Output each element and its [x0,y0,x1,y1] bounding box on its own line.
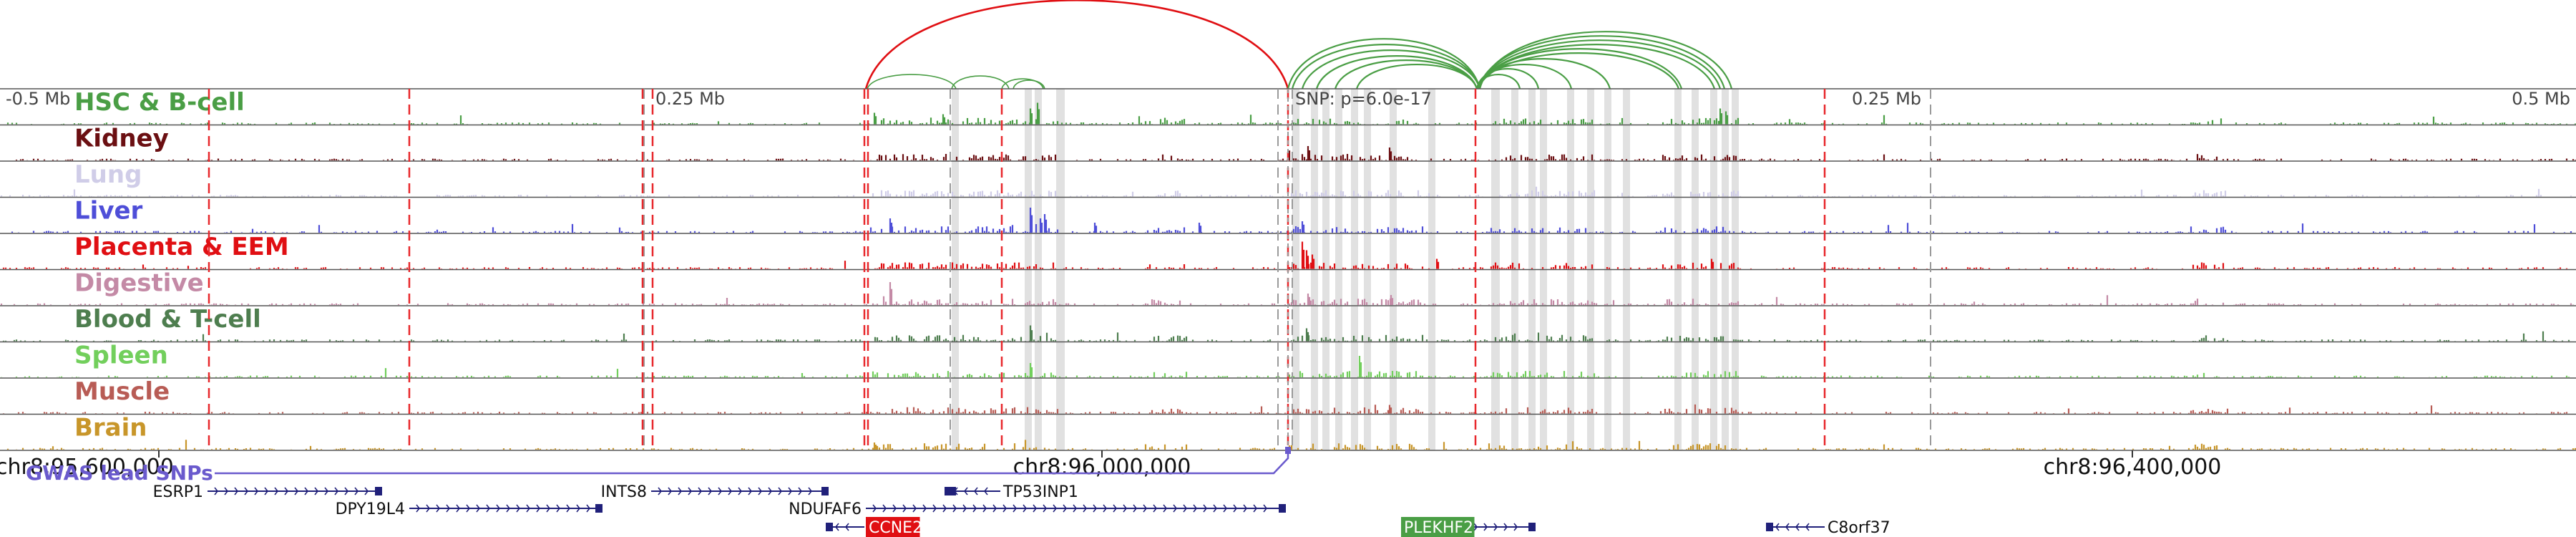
strand-arrows [953,487,988,495]
track-label: HSC & B-cell [74,88,245,117]
gene-label: TP53INP1 [1002,483,1078,501]
gene-esrp1: ESRP1 [153,483,382,501]
track-label: Muscle [74,377,170,406]
strand-arrows [1775,523,1810,531]
gene-exon [945,487,956,495]
gene-exon [826,523,833,531]
dashed-markers [208,89,1931,450]
gene-ints8: INTS8 [601,483,829,501]
gene-exon [1528,523,1536,531]
green-loop-arc [951,75,1010,90]
gwas-track: GWAS lead SNPs [26,447,1291,485]
gene-label: PLEKHF2 [1404,519,1473,537]
region-tick-label: 0.5 Mb [2512,89,2570,109]
green-loop-arc [1355,63,1478,90]
strand-arrows [658,487,813,495]
genomic-axis: chr8:95,600,000 chr8:96,000,000 chr8:96,40… [0,447,2221,485]
signal-path [2,325,2570,342]
red-loop-arc [864,0,1289,90]
region-tick-labels: -0.5 Mb 0.25 Mb SNP: p=6.0e-17 0.25 Mb 0.5 M… [6,89,2570,109]
track-label: Blood & T-cell [74,305,261,334]
track-label: Digestive [74,269,204,298]
green-loop-arc [1477,35,1726,90]
gene-plekhf2: PLEKHF2 [1401,517,1536,537]
gwas-snp-marker [1285,447,1291,454]
green-loop-arc [867,74,957,90]
green-loop-arc [1301,49,1481,90]
gene-exon [595,504,602,513]
track-label: Lung [74,160,142,189]
gene-label: C8orf37 [1828,519,1890,537]
signal-path [0,356,2570,377]
strand-arrows [1473,523,1518,531]
strand-arrows [834,523,849,531]
region-tick-label: -0.5 Mb [6,89,70,109]
green-loop-arc [1475,68,1540,90]
signal-path [2,241,2568,269]
gene-c8orf37: C8orf37 [1766,519,1890,537]
gene-track: ESRP1 DPY19L4 INTS8 TP53INP1 NDUFAF6 CCNE2 PLE… [153,483,1890,537]
green-loop-arc [1287,38,1481,90]
gene-dpy19l4: DPY19L4 [336,500,602,518]
gene-label: DPY19L4 [336,500,405,518]
region-tick-label: SNP: p=6.0e-17 [1295,89,1432,109]
region-tick-label: 0.25 Mb [655,89,725,109]
gene-tp53inp1: TP53INP1 [945,483,1078,501]
loop-arcs [864,0,1733,90]
green-loop-arc [1013,79,1045,90]
gene-exon [375,487,382,495]
gene-highlight-box [1401,517,1475,537]
signal-path [11,208,2572,233]
strand-arrows [416,504,591,513]
gene-exon [821,487,829,495]
signal-path [0,282,2575,305]
track-lung: Lung [0,160,2576,198]
track-label: Kidney [74,125,169,153]
gene-label: CCNE2 [869,519,922,537]
region-tick-label: 0.25 Mb [1852,89,1921,109]
strand-arrows [214,487,369,495]
signal-path [2,404,2568,414]
gwas-label: GWAS lead SNPs [26,461,213,485]
gene-ccne2: CCNE2 [826,517,922,537]
gene-highlight-box [866,517,920,537]
signal-path [0,186,2572,197]
green-loop-arc [1475,74,1521,90]
axis-tick-label: chr8:96,000,000 [1013,455,1191,480]
gene-label: INTS8 [601,483,647,501]
gene-label: ESRP1 [153,483,203,501]
signal-path [15,146,2576,160]
axis-tick-label: chr8:95,600,000 [0,455,174,480]
green-loop-arc [1001,78,1044,90]
gene-exon [1279,504,1286,513]
track-label: Brain [74,414,147,442]
track-label: Liver [74,197,143,226]
track-label: Placenta & EEM [74,233,289,261]
strand-arrows [872,504,1268,513]
gene-ndufaf6: NDUFAF6 [789,500,1286,518]
gene-exon [1766,523,1773,531]
green-loop-arc [1291,44,1481,90]
green-loop-arc [1477,39,1722,90]
gene-label: NDUFAF6 [789,500,862,518]
track-label: Spleen [74,342,168,370]
axis-tick-label: chr8:96,400,000 [2044,455,2222,480]
